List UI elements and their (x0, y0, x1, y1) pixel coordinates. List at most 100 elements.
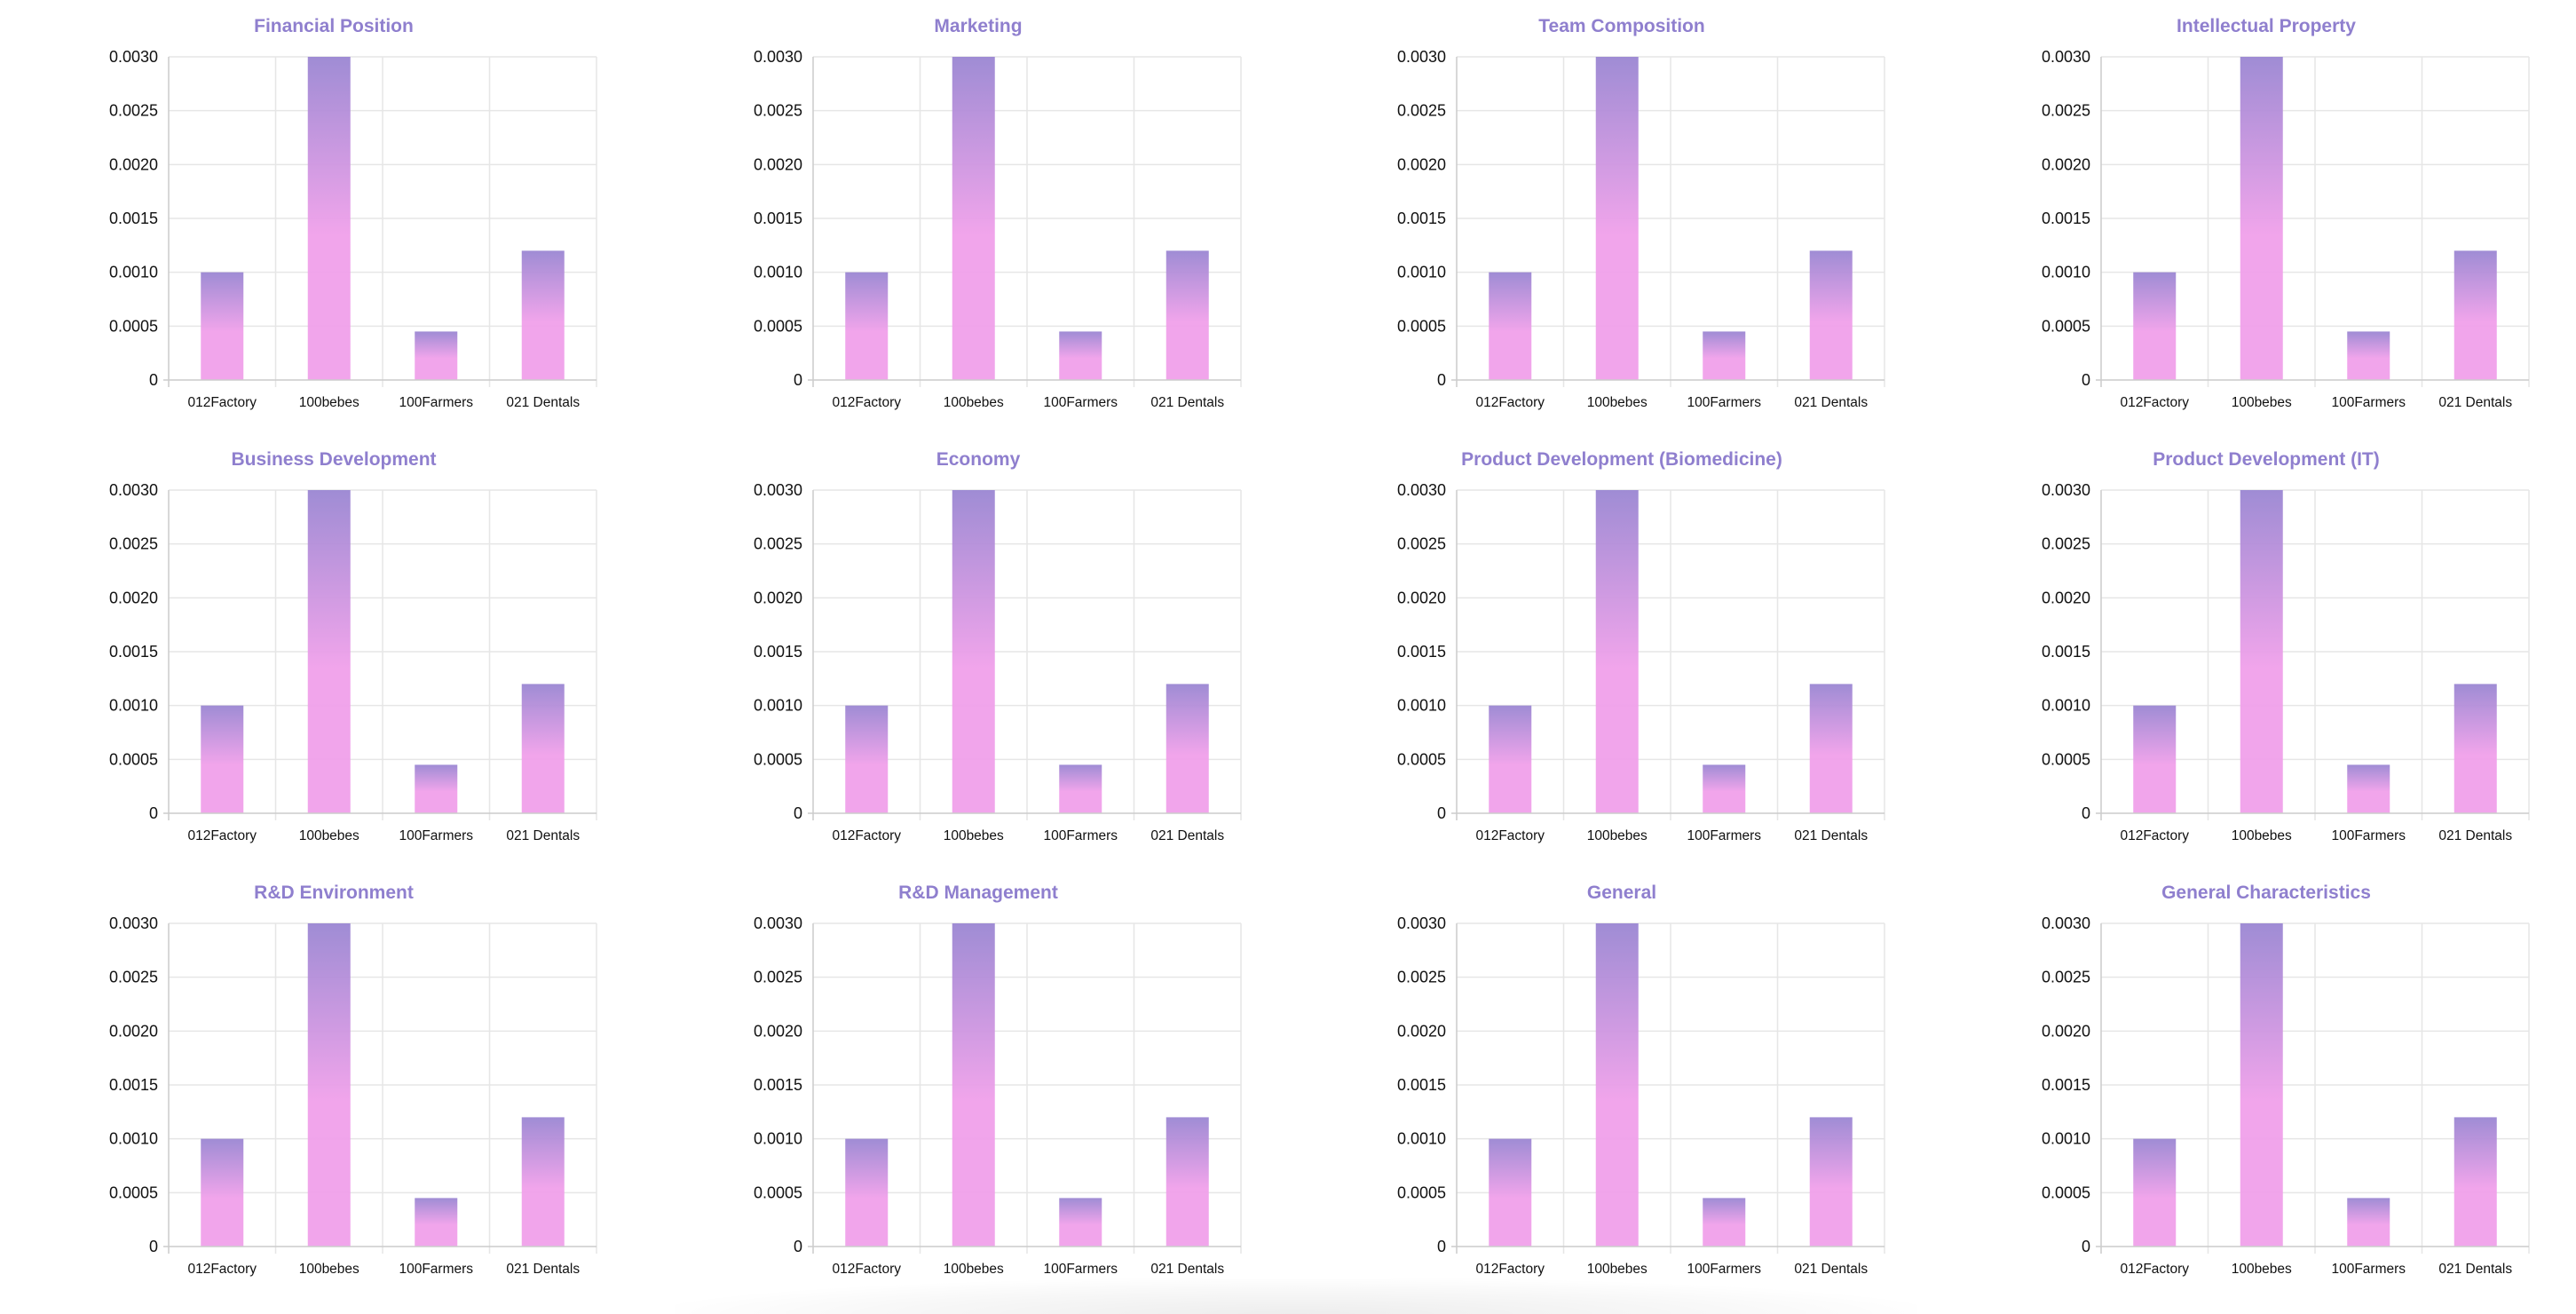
bar (2454, 1117, 2497, 1247)
x-category-label: 012Factory (187, 395, 257, 410)
chart-title: Economy (936, 449, 1020, 470)
x-category-label: 021 Dentals (2438, 1262, 2512, 1277)
y-tick-label: 0 (793, 1238, 802, 1255)
x-category-label: 100bebes (943, 1262, 1003, 1277)
y-tick-label: 0.0030 (109, 914, 158, 932)
y-tick-label: 0.0025 (2041, 535, 2090, 553)
x-category-label: 012Factory (2120, 828, 2189, 843)
y-tick-label: 0.0010 (109, 264, 158, 281)
y-tick-label: 0.0025 (2041, 969, 2090, 986)
y-tick-label: 0.0010 (109, 1130, 158, 1148)
bar (415, 1198, 458, 1247)
chart-panel: R&D Environment 0 0.0005 0.0010 0.0015 0.0020… (0, 867, 644, 1300)
bar (1489, 1138, 1532, 1247)
bar-chart: Product Development (Biomedicine) 0 0.0005… (1397, 449, 1885, 843)
y-tick-label: 0.0025 (109, 102, 158, 120)
bar (307, 923, 351, 1247)
x-category-label: 100bebes (299, 395, 360, 410)
y-tick-label: 0.0015 (753, 643, 802, 661)
x-category-label: 012Factory (1475, 828, 1545, 843)
bar (1703, 764, 1746, 813)
chart-panel: Product Development (Biomedicine) 0 0.0005… (1288, 433, 1932, 867)
bar (2240, 57, 2283, 380)
x-category-label: 100Farmers (2331, 395, 2406, 410)
bar-chart: Financial Position 0 0.0005 0.0010 0.0015 0.0… (109, 16, 597, 410)
y-tick-label: 0.0005 (753, 317, 802, 335)
chart-title: R&D Environment (254, 883, 414, 903)
chart-title: General (1587, 883, 1656, 903)
y-tick-label: 0.0005 (753, 1183, 802, 1201)
bar (844, 705, 888, 813)
bar (307, 57, 351, 380)
bar (2240, 923, 2283, 1247)
x-category-label: 021 Dentals (1794, 1262, 1868, 1277)
bar-chart: Team Composition 0 0.0005 0.0010 0.0015 0.002… (1397, 16, 1885, 410)
bar-chart: General Characteristics 0 0.0005 0.0010 0.00… (2041, 883, 2530, 1277)
y-tick-label: 0.0020 (1397, 589, 1446, 606)
y-tick-label: 0.0010 (1397, 264, 1446, 281)
y-tick-label: 0.0015 (753, 1076, 802, 1094)
x-category-label: 012Factory (832, 395, 901, 410)
bar-chart: General 0 0.0005 0.0010 0.0015 0.0020 0.0025 0.… (1397, 883, 1885, 1277)
y-tick-label: 0 (2081, 371, 2090, 389)
y-tick-label: 0.0015 (1397, 210, 1446, 227)
x-category-label: 012Factory (187, 828, 257, 843)
x-category-label: 021 Dentals (1794, 395, 1868, 410)
x-category-label: 012Factory (2120, 395, 2189, 410)
y-tick-label: 0.0005 (753, 750, 802, 768)
y-tick-label: 0.0025 (753, 969, 802, 986)
y-tick-label: 0.0010 (753, 1130, 802, 1148)
bar (1489, 705, 1532, 813)
y-tick-label: 0.0005 (109, 750, 158, 768)
bar (201, 705, 244, 813)
bar (2346, 331, 2390, 380)
x-category-label: 012Factory (2120, 1262, 2189, 1277)
y-tick-label: 0.0020 (753, 155, 802, 173)
y-tick-label: 0.0015 (2041, 643, 2090, 661)
y-tick-label: 0.0030 (1397, 48, 1446, 66)
x-category-label: 100Farmers (2331, 828, 2406, 843)
chart-panel: Marketing 0 0.0005 0.0010 0.0015 0.0020 0.0025… (644, 0, 1289, 433)
chart-panel: General 0 0.0005 0.0010 0.0015 0.0020 0.0025 0.… (1288, 867, 1932, 1300)
bar (1166, 684, 1209, 813)
x-category-label: 021 Dentals (506, 828, 580, 843)
bar (307, 490, 351, 813)
y-tick-label: 0.0015 (1397, 643, 1446, 661)
x-category-label: 021 Dentals (2438, 828, 2512, 843)
chart-title: Team Composition (1538, 16, 1704, 36)
x-category-label: 100Farmers (1043, 395, 1118, 410)
bar-chart: R&D Management 0 0.0005 0.0010 0.0015 0.0020 0… (753, 883, 1242, 1277)
bar (2132, 272, 2176, 380)
bar-chart: R&D Environment 0 0.0005 0.0010 0.0015 0.0020… (109, 883, 597, 1277)
y-tick-label: 0 (2081, 1238, 2090, 1255)
x-category-label: 021 Dentals (1150, 828, 1224, 843)
bar (2346, 1198, 2390, 1247)
y-tick-label: 0.0020 (2041, 155, 2090, 173)
y-tick-label: 0 (1437, 1238, 1446, 1255)
x-category-label: 100Farmers (1043, 1262, 1118, 1277)
chart-title: Marketing (934, 16, 1022, 36)
y-tick-label: 0.0025 (109, 535, 158, 553)
bar-chart: Product Development (IT) 0 0.0005 0.0010 0.0… (2041, 449, 2530, 843)
x-category-label: 100Farmers (1687, 828, 1761, 843)
y-tick-label: 0.0030 (2041, 914, 2090, 932)
y-tick-label: 0.0030 (753, 914, 802, 932)
x-category-label: 100bebes (299, 828, 360, 843)
bar (521, 1117, 565, 1247)
x-category-label: 100bebes (2231, 828, 2291, 843)
x-category-label: 100bebes (943, 828, 1003, 843)
y-tick-label: 0.0015 (109, 210, 158, 227)
y-tick-label: 0.0010 (2041, 264, 2090, 281)
bar (415, 764, 458, 813)
y-tick-label: 0.0010 (753, 697, 802, 715)
y-tick-label: 0.0005 (2041, 317, 2090, 335)
x-category-label: 021 Dentals (506, 395, 580, 410)
y-tick-label: 0.0030 (2041, 48, 2090, 66)
y-tick-label: 0.0010 (2041, 697, 2090, 715)
chart-title: Business Development (231, 449, 436, 470)
bar (2240, 490, 2283, 813)
x-category-label: 012Factory (832, 828, 901, 843)
bar (415, 331, 458, 380)
bar-chart: Marketing 0 0.0005 0.0010 0.0015 0.0020 0.0025… (753, 16, 1242, 410)
